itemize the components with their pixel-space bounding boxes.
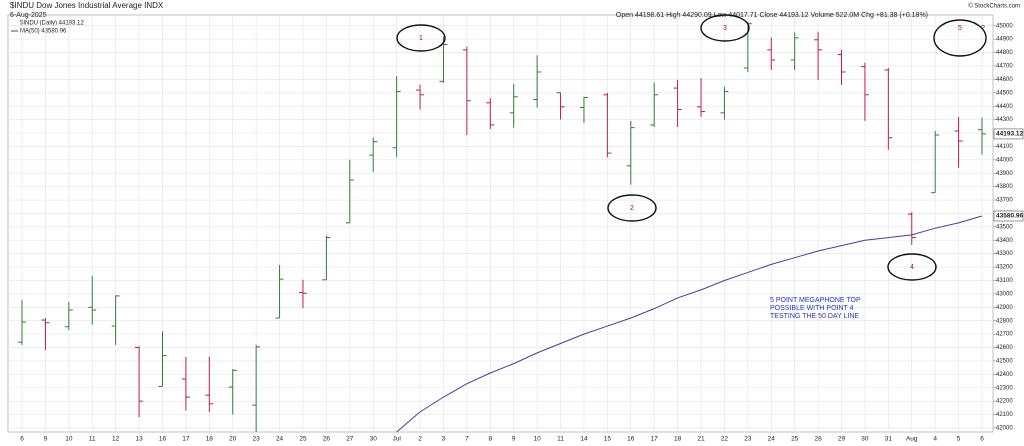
y-tick-label: 42500 bbox=[996, 359, 1013, 365]
annotation-note: TESTING THE 50 DAY LINE bbox=[770, 313, 859, 320]
chart-title: $INDU Dow Jones Industrial Average INDX bbox=[10, 1, 164, 10]
price-marker-box bbox=[993, 210, 1024, 222]
y-tick-label: 44900 bbox=[996, 37, 1013, 43]
x-tick-label: 21 bbox=[697, 436, 705, 443]
x-tick-label: 24 bbox=[768, 436, 776, 443]
x-tick-label: 16 bbox=[627, 436, 635, 443]
x-tick-label: 11 bbox=[89, 436, 96, 443]
x-tick-label: 10 bbox=[65, 436, 73, 443]
x-tick-label: 13 bbox=[135, 436, 143, 443]
y-tick-label: 42200 bbox=[996, 399, 1013, 405]
x-tick-label: 24 bbox=[276, 436, 284, 443]
legend-entry: $INDU (Daily) 44193.12 bbox=[20, 21, 84, 27]
x-tick-label: 14 bbox=[580, 436, 588, 443]
y-tick-label: 42700 bbox=[996, 332, 1013, 338]
y-tick-label: 43500 bbox=[996, 224, 1013, 230]
y-tick-label: 44300 bbox=[996, 117, 1013, 123]
annotation-label: 3 bbox=[723, 25, 727, 32]
y-tick-label: 43800 bbox=[996, 184, 1013, 190]
annotation-ellipse bbox=[396, 24, 446, 52]
x-tick-label: 4 bbox=[933, 436, 937, 443]
y-tick-label: 43100 bbox=[996, 278, 1013, 284]
x-tick-label: 28 bbox=[814, 436, 822, 443]
annotation-label: 1 bbox=[419, 35, 423, 42]
x-tick-label: 2 bbox=[418, 436, 422, 443]
plot-frame bbox=[7, 14, 994, 433]
x-tick-label: Aug bbox=[906, 436, 918, 443]
y-tick-label: 44000 bbox=[996, 157, 1013, 163]
annotation-label: ? bbox=[981, 25, 985, 32]
x-tick-label: 29 bbox=[838, 436, 846, 443]
x-tick-label: 23 bbox=[253, 436, 261, 443]
quote: Open 44198.61 High 44290.09 Low 44017.71… bbox=[616, 12, 928, 19]
chart-date: 6-Aug-2025 bbox=[10, 12, 47, 19]
y-tick-label: 43200 bbox=[996, 265, 1013, 271]
x-tick-label: 30 bbox=[370, 436, 378, 443]
annotation-ellipse bbox=[607, 194, 657, 222]
price-marker-label: 44193.12 bbox=[996, 131, 1023, 138]
x-tick-label: 25 bbox=[791, 436, 799, 443]
y-tick-label: 45000 bbox=[996, 23, 1013, 29]
x-tick-label: 6 bbox=[980, 436, 984, 443]
y-tick-label: 42300 bbox=[996, 385, 1013, 391]
x-tick-label: 16 bbox=[159, 436, 167, 443]
x-tick-label: 7 bbox=[465, 436, 469, 443]
y-tick-label: 42900 bbox=[996, 305, 1013, 311]
y-tick-label: 44600 bbox=[996, 77, 1013, 83]
x-tick-label: 10 bbox=[534, 436, 542, 443]
x-tick-label: 22 bbox=[721, 436, 729, 443]
x-tick-label: 6 bbox=[20, 436, 24, 443]
price-marker-label: 43580.96 bbox=[996, 213, 1023, 220]
y-tick-label: 44400 bbox=[996, 104, 1013, 110]
y-tick-label: 42800 bbox=[996, 318, 1013, 324]
annotation-ellipse bbox=[933, 19, 987, 57]
annotation-label: 2 bbox=[630, 205, 634, 212]
x-tick-label: 17 bbox=[182, 436, 190, 443]
x-tick-label: Jul bbox=[392, 436, 401, 443]
y-tick-label: 42000 bbox=[996, 426, 1013, 432]
annotation-label: 5 bbox=[958, 25, 962, 32]
x-tick-label: 9 bbox=[44, 436, 48, 443]
y-tick-label: 44500 bbox=[996, 90, 1013, 96]
x-tick-label: 30 bbox=[861, 436, 869, 443]
y-tick-label: 42400 bbox=[996, 372, 1013, 378]
annotation-note: 5 POINT MEGAPHONE TOP bbox=[770, 297, 861, 304]
x-tick-label: 31 bbox=[885, 436, 893, 443]
annotation-ellipse bbox=[887, 253, 937, 281]
y-tick-label: 42100 bbox=[996, 412, 1013, 418]
y-tick-label: 44100 bbox=[996, 144, 1013, 150]
x-tick-label: 11 bbox=[557, 436, 564, 443]
x-tick-label: 3 bbox=[442, 436, 446, 443]
annotation-label: 4 bbox=[910, 264, 914, 271]
price-marker-box bbox=[993, 128, 1024, 140]
x-tick-label: 18 bbox=[206, 436, 214, 443]
x-tick-label: 12 bbox=[112, 436, 120, 443]
y-tick-label: 42600 bbox=[996, 345, 1013, 351]
x-tick-label: 20 bbox=[229, 436, 237, 443]
x-tick-label: 27 bbox=[346, 436, 354, 443]
x-tick-label: 15 bbox=[604, 436, 612, 443]
x-tick-label: 17 bbox=[651, 436, 659, 443]
x-tick-label: 23 bbox=[744, 436, 752, 443]
y-tick-label: 44800 bbox=[996, 50, 1013, 56]
x-tick-label: 18 bbox=[674, 436, 682, 443]
x-tick-label: 8 bbox=[488, 436, 492, 443]
y-tick-label: 43700 bbox=[996, 198, 1013, 204]
x-tick-label: 9 bbox=[512, 436, 516, 443]
annotation-ellipse bbox=[700, 14, 750, 42]
x-tick-label: 25 bbox=[299, 436, 307, 443]
x-tick-label: 5 bbox=[957, 436, 961, 443]
y-tick-label: 44700 bbox=[996, 64, 1013, 70]
y-tick-label: 43300 bbox=[996, 251, 1013, 257]
annotation-note: POSSIBLE WITH POINT 4 bbox=[770, 305, 854, 312]
credit: © StockCharts.com bbox=[968, 3, 1020, 10]
ma-line bbox=[396, 215, 983, 433]
legend-entry: MA(50) 43580.96 bbox=[20, 29, 67, 35]
y-tick-label: 43900 bbox=[996, 171, 1013, 177]
x-tick-label: 26 bbox=[323, 436, 331, 443]
y-tick-label: 43400 bbox=[996, 238, 1013, 244]
y-tick-label: 43000 bbox=[996, 291, 1013, 297]
